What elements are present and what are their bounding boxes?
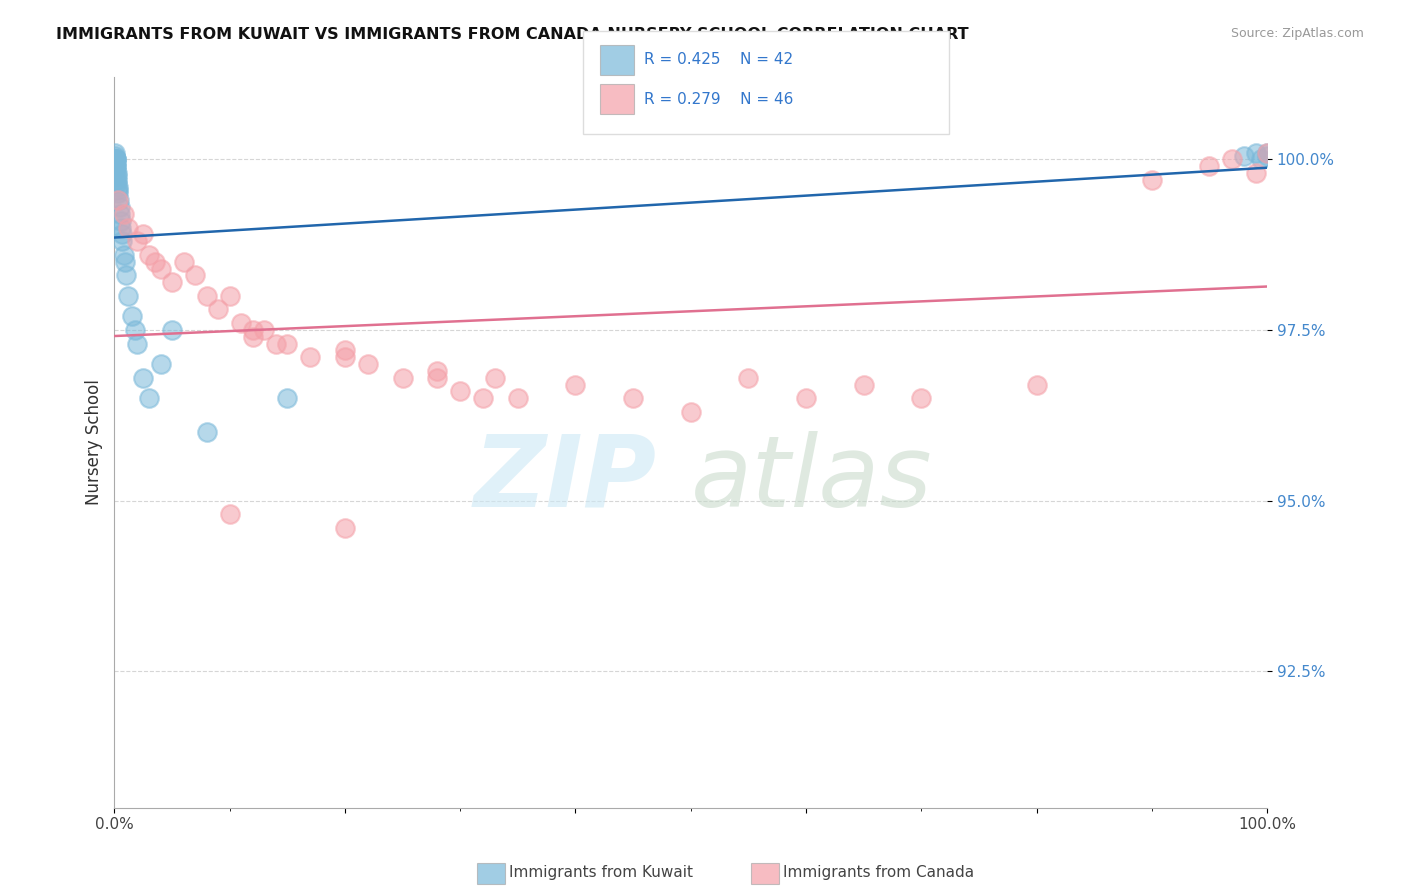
Point (1250, 153, 1272, 167)
Point (127, 234, 149, 248)
Point (1256, 145, 1278, 160)
Point (105, 153, 128, 167)
Point (1025, 377, 1047, 392)
Point (127, 336, 149, 351)
Point (357, 357, 380, 371)
Point (104, 159, 127, 173)
Point (104, 155, 127, 169)
Point (104, 149, 127, 163)
Point (104, 153, 127, 167)
Point (195, 425, 218, 440)
Point (104, 153, 127, 167)
Point (107, 179, 129, 194)
Point (1233, 149, 1256, 163)
Point (117, 220, 139, 235)
Point (910, 391, 932, 405)
Point (1244, 145, 1267, 160)
Point (242, 323, 264, 337)
Point (114, 254, 136, 268)
Point (333, 343, 356, 358)
Point (112, 207, 135, 221)
Point (564, 377, 586, 392)
Point (472, 391, 495, 405)
Point (218, 289, 240, 303)
Point (218, 507, 240, 521)
Point (333, 351, 356, 365)
Text: Immigrants from Kuwait: Immigrants from Kuwait (509, 865, 693, 880)
Point (737, 370, 759, 384)
Point (242, 330, 264, 344)
Point (852, 377, 875, 392)
Point (506, 391, 529, 405)
Point (149, 357, 172, 371)
Point (108, 200, 131, 214)
Point (124, 323, 146, 337)
Point (138, 391, 160, 405)
Text: IMMIGRANTS FROM KUWAIT VS IMMIGRANTS FROM CANADA NURSERY SCHOOL CORRELATION CHAR: IMMIGRANTS FROM KUWAIT VS IMMIGRANTS FRO… (56, 27, 969, 42)
Point (107, 186, 129, 201)
Point (679, 405, 702, 419)
Point (104, 145, 127, 160)
Text: ZIP: ZIP (474, 431, 657, 527)
Point (108, 194, 131, 208)
Point (108, 207, 131, 221)
Point (111, 234, 134, 248)
Point (207, 302, 229, 317)
Point (143, 254, 166, 268)
Point (105, 173, 128, 187)
Point (115, 268, 138, 283)
Point (111, 227, 134, 242)
Point (426, 364, 449, 378)
Point (132, 227, 155, 242)
Point (621, 391, 644, 405)
Point (149, 261, 172, 276)
Point (484, 370, 506, 384)
Point (1222, 153, 1244, 167)
Point (107, 194, 129, 208)
Point (121, 310, 143, 324)
Point (794, 391, 817, 405)
Point (253, 323, 276, 337)
Point (1256, 145, 1278, 160)
Point (195, 289, 218, 303)
Point (1140, 173, 1163, 187)
Text: atlas: atlas (690, 431, 932, 527)
Point (110, 220, 132, 235)
Point (112, 248, 135, 262)
Point (104, 153, 127, 167)
Point (110, 213, 132, 227)
Point (299, 351, 322, 365)
Point (105, 176, 128, 190)
Point (1244, 166, 1267, 180)
Point (333, 521, 356, 535)
Point (160, 275, 183, 289)
Point (105, 159, 128, 173)
Point (160, 323, 183, 337)
Text: R = 0.279    N = 46: R = 0.279 N = 46 (644, 92, 793, 106)
Point (105, 162, 128, 177)
Point (426, 370, 449, 384)
Text: Source: ZipAtlas.com: Source: ZipAtlas.com (1230, 27, 1364, 40)
Point (132, 370, 155, 384)
Point (184, 268, 207, 283)
Point (264, 336, 287, 351)
Point (173, 254, 195, 268)
Text: R = 0.425    N = 42: R = 0.425 N = 42 (644, 53, 793, 67)
Text: Immigrants from Canada: Immigrants from Canada (783, 865, 974, 880)
Point (138, 248, 160, 262)
Point (276, 391, 298, 405)
Point (276, 336, 298, 351)
Y-axis label: Nursery School: Nursery School (86, 380, 103, 506)
Point (1256, 149, 1278, 163)
Point (117, 289, 139, 303)
Point (105, 166, 128, 180)
Point (391, 370, 413, 384)
Point (231, 316, 253, 330)
Point (1198, 159, 1220, 173)
Point (107, 183, 129, 197)
Point (105, 169, 128, 184)
Point (449, 384, 471, 399)
